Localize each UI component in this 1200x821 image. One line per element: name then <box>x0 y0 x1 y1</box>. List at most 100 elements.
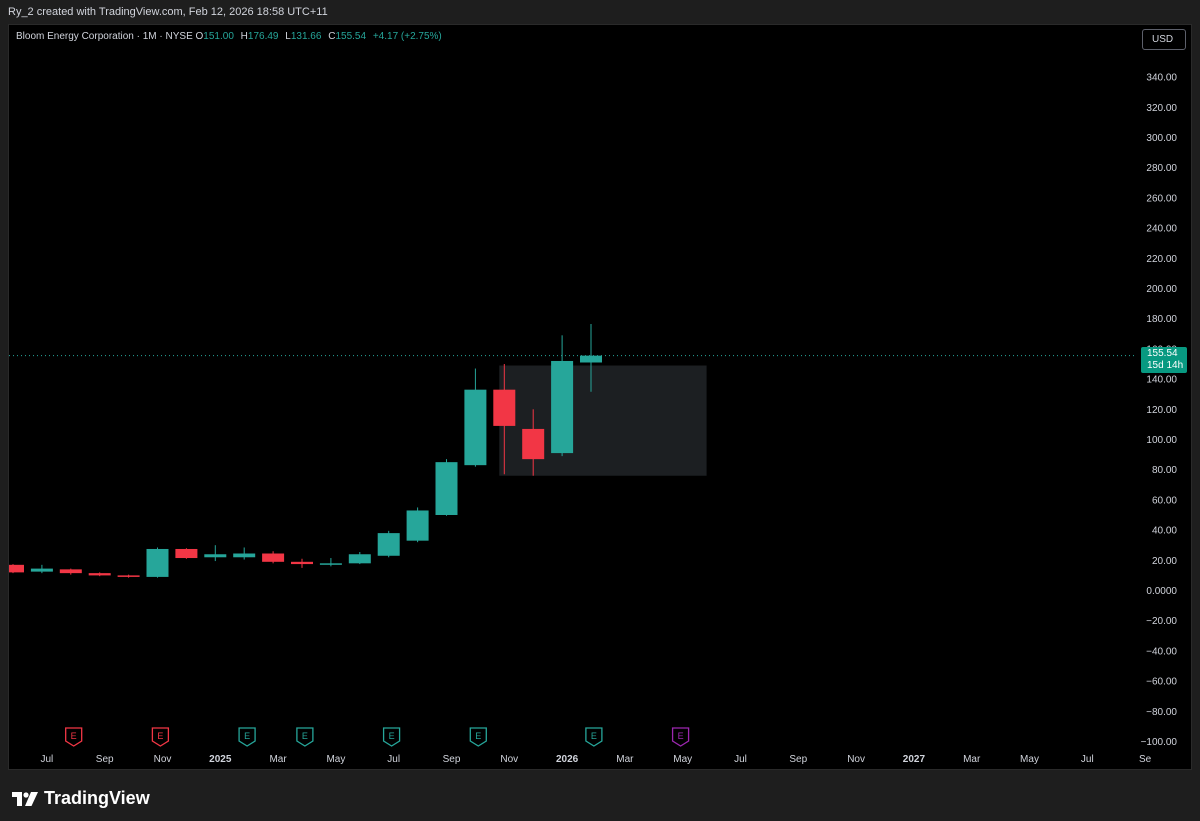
low-label: L <box>285 31 291 42</box>
y-tick-label: 340.00 <box>1146 73 1177 84</box>
candle <box>435 459 458 516</box>
candle-body <box>291 561 313 565</box>
x-tick-label: Sep <box>96 754 114 765</box>
x-tick-label: Mar <box>963 754 981 765</box>
candle <box>30 564 53 574</box>
candle-body <box>551 360 574 454</box>
y-tick-label: 180.00 <box>1146 314 1177 325</box>
candle <box>233 547 256 560</box>
candle-body <box>146 548 169 577</box>
candle-body <box>204 554 227 558</box>
y-tick-label: 0.0000 <box>1146 586 1177 597</box>
close-value: 155.54 <box>335 31 367 42</box>
x-tick-label: May <box>1020 754 1039 765</box>
earnings-marker: E <box>296 727 314 747</box>
earnings-label: E <box>244 731 250 741</box>
candle-body <box>464 389 487 466</box>
x-tick-label: Jul <box>41 754 54 765</box>
earnings-flag-icon <box>238 727 256 747</box>
y-tick-label: −60.00 <box>1146 677 1177 688</box>
x-tick-label: 2025 <box>209 754 232 765</box>
x-tick-label: 2027 <box>903 754 926 765</box>
y-tick-label: −100.00 <box>1141 737 1178 748</box>
candle-body <box>117 575 140 577</box>
earnings-label: E <box>71 731 77 741</box>
x-tick-label: Mar <box>616 754 634 765</box>
candle <box>580 324 602 392</box>
candle-body <box>522 428 545 460</box>
y-tick-label: 60.00 <box>1152 495 1177 506</box>
last-price-badge: 155.54 15d 14h <box>1141 347 1187 373</box>
earnings-marker: E <box>65 727 83 747</box>
symbol-legend: Bloom Energy Corporation · 1M · NYSE O15… <box>16 31 446 42</box>
candle <box>464 368 487 467</box>
earnings-marker: E <box>469 727 487 747</box>
y-tick-label: 100.00 <box>1146 435 1177 446</box>
x-tick-label: May <box>326 754 345 765</box>
header-caption: Ry_2 created with TradingView.com, Feb 1… <box>8 6 328 18</box>
tradingview-logo-icon <box>12 791 38 806</box>
candle <box>59 568 82 575</box>
candle-body <box>59 569 82 574</box>
candle <box>348 551 371 565</box>
tradingview-logo[interactable]: TradingView <box>12 788 150 809</box>
candle-body <box>262 553 285 562</box>
earnings-flag-icon <box>585 727 603 747</box>
y-tick-label: 240.00 <box>1146 224 1177 235</box>
candle-body <box>435 462 458 515</box>
y-tick-label: −40.00 <box>1146 646 1177 657</box>
price-chart[interactable]: E E E E E E E E 340.00 320.00 300.00 280.00 260.00 24… <box>9 25 1193 771</box>
earnings-marker: E <box>151 727 170 747</box>
earnings-flag-icon <box>469 727 487 747</box>
high-value: 176.49 <box>247 31 279 42</box>
candle-body <box>580 355 602 363</box>
open-value: 151.00 <box>203 31 234 42</box>
chart-panel[interactable]: E E E E E E E E 340.00 320.00 300.00 280.00 260.00 24… <box>8 24 1192 770</box>
earnings-marker: E <box>585 727 603 747</box>
candle <box>319 558 342 567</box>
candle <box>204 545 227 562</box>
candle-body <box>88 573 111 576</box>
earnings-label: E <box>678 731 684 741</box>
x-tick-label: Se <box>1139 754 1152 765</box>
brand-name: TradingView <box>44 788 150 808</box>
candle-body <box>233 553 256 558</box>
x-tick-label: Jul <box>387 754 400 765</box>
bar-countdown: 15d 14h <box>1147 360 1184 371</box>
x-tick-label: Nov <box>154 754 172 765</box>
earnings-marker: E <box>238 727 256 747</box>
earnings-flag-icon <box>382 727 401 747</box>
candle <box>551 335 574 457</box>
change-value: +4.17 (+2.75%) <box>372 31 442 42</box>
candle <box>88 572 111 577</box>
y-tick-label: 320.00 <box>1146 103 1177 114</box>
y-tick-label: 40.00 <box>1152 526 1177 537</box>
candle <box>377 530 400 558</box>
earnings-label: E <box>389 731 395 741</box>
candle <box>493 364 516 475</box>
x-tick-label: Jul <box>1081 754 1094 765</box>
y-tick-label: 200.00 <box>1146 284 1177 295</box>
y-tick-label: −80.00 <box>1146 707 1177 718</box>
x-tick-label: Sep <box>789 754 807 765</box>
candle-body <box>175 548 198 559</box>
candle-body <box>319 563 342 565</box>
low-value: 131.66 <box>290 31 322 42</box>
earnings-marker: E <box>671 727 690 747</box>
y-tick-label: 80.00 <box>1152 465 1177 476</box>
earnings-label: E <box>591 731 597 741</box>
candle-body <box>30 568 53 572</box>
footer-bar: TradingView <box>0 772 1200 821</box>
earnings-flag-icon <box>151 727 170 747</box>
candle <box>146 547 169 578</box>
candle <box>175 548 198 559</box>
candle <box>406 507 429 543</box>
candle <box>522 409 545 476</box>
symbol-name: Bloom Energy Corporation · 1M · NYSE <box>16 31 193 42</box>
y-tick-label: 260.00 <box>1146 193 1177 204</box>
y-tick-label: 220.00 <box>1146 254 1177 265</box>
earnings-flag-icon <box>296 727 314 747</box>
x-tick-label: Jul <box>734 754 747 765</box>
currency-button[interactable]: USD <box>1142 29 1186 50</box>
earnings-label: E <box>157 731 163 741</box>
